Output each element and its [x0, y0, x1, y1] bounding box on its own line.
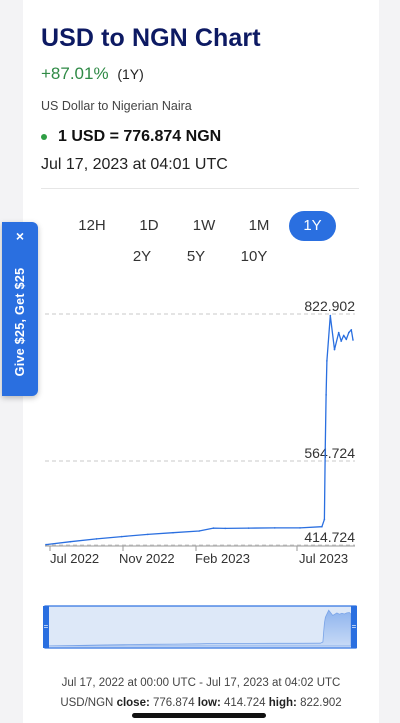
home-indicator	[132, 713, 266, 718]
promo-label[interactable]: Give $25, Get $25	[13, 267, 27, 377]
tab-10y[interactable]: 10Y	[240, 248, 268, 265]
tab-1y[interactable]: 1Y	[289, 211, 336, 241]
live-dot-icon	[41, 134, 47, 140]
low-label: low:	[197, 697, 221, 709]
high-value: 822.902	[300, 697, 342, 709]
range-dates: Jul 17, 2022 at 00:00 UTC - Jul 17, 2023…	[61, 677, 341, 689]
low-value: 414.724	[224, 697, 266, 709]
tab-1w[interactable]: 1W	[192, 217, 216, 234]
change-percent: +87.01%	[41, 64, 109, 83]
change-period: (1Y)	[117, 66, 144, 82]
pair-subtitle: US Dollar to Nigerian Naira	[41, 99, 192, 113]
close-label: close:	[116, 697, 150, 709]
tab-1m[interactable]: 1M	[248, 217, 270, 234]
page-title: USD to NGN Chart	[41, 24, 261, 52]
tab-1d[interactable]: 1D	[139, 217, 159, 234]
change-row: +87.01% (1Y)	[41, 64, 144, 84]
divider	[41, 188, 359, 189]
tab-5y[interactable]: 5Y	[186, 248, 206, 265]
rate-row: 1 USD = 776.874 NGN	[41, 128, 221, 146]
high-label: high:	[268, 697, 297, 709]
range-stats: USD/NGN close: 776.874 low: 414.724 high…	[23, 697, 379, 709]
close-value: 776.874	[153, 697, 195, 709]
pair-label: USD/NGN	[60, 697, 114, 709]
chart-card: USD to NGN Chart +87.01% (1Y) US Dollar …	[23, 0, 379, 723]
tab-2y[interactable]: 2Y	[132, 248, 152, 265]
close-icon[interactable]: ×	[15, 228, 25, 244]
rate-timestamp: Jul 17, 2023 at 04:01 UTC	[41, 156, 228, 173]
tab-12h[interactable]: 12H	[78, 217, 106, 234]
rate-value: 1 USD = 776.874 NGN	[58, 128, 222, 145]
promo-side-tab[interactable]: × Give $25, Get $25	[2, 222, 38, 396]
